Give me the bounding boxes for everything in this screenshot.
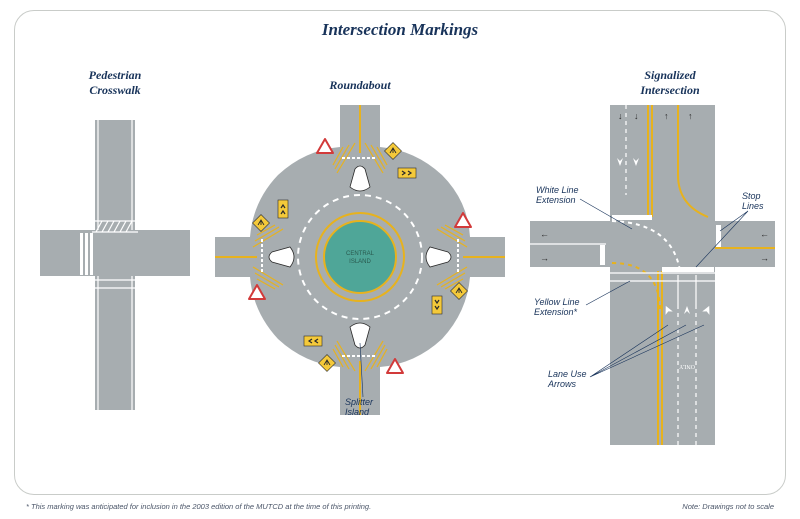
crosswalk-diagram <box>40 120 190 410</box>
chevron-sign-icon <box>304 336 322 346</box>
footnote-left: * This marking was anticipated for inclu… <box>26 502 371 511</box>
svg-text:→: → <box>540 253 549 263</box>
central-island-label-2: ISLAND <box>349 259 371 265</box>
stop-line-n <box>612 215 652 220</box>
roundabout-diagram: CENTRAL ISLAND Splitter Island <box>215 105 505 445</box>
central-island <box>324 221 396 293</box>
footnote-right: Note: Drawings not to scale <box>682 502 774 511</box>
page: Intersection Markings Pedestrian Crosswa… <box>0 0 800 519</box>
subtitle-signalized: Signalized Intersection <box>600 68 740 98</box>
svg-text:→: → <box>760 253 769 263</box>
svg-text:←: ← <box>540 229 549 239</box>
yield-sign-icon <box>317 139 333 153</box>
svg-text:↓: ↓ <box>618 111 623 121</box>
subtitle-roundabout: Roundabout <box>280 78 440 93</box>
label-yellow-ext-1: Yellow Line <box>534 297 580 307</box>
chevron-sign-icon <box>278 200 288 218</box>
central-island-label-1: CENTRAL <box>346 251 375 257</box>
label-lane-arrows-2: Arrows <box>547 379 577 389</box>
svg-text:←: ← <box>760 229 769 239</box>
stop-line-w <box>600 245 605 265</box>
svg-text:ONLY: ONLY <box>678 363 695 369</box>
svg-text:↑: ↑ <box>688 111 693 121</box>
splitter-label-1: Splitter <box>345 397 374 407</box>
signalized-diagram: ONLY ↓ ↓ ↑ ↑ ← → ← → White Line Extension St… <box>530 105 780 445</box>
label-yellow-ext-2: Extension* <box>534 307 578 317</box>
zebra-crosswalk <box>80 233 93 275</box>
stop-line-s <box>662 267 714 272</box>
label-lane-arrows-1: Lane Use <box>548 369 587 379</box>
stop-line-e <box>716 225 721 247</box>
chevron-sign-icon <box>432 296 442 314</box>
chevron-sign-icon <box>398 168 416 178</box>
splitter-label-2: Island <box>345 407 370 417</box>
page-title: Intersection Markings <box>0 20 800 40</box>
subtitle-crosswalk: Pedestrian Crosswalk <box>50 68 180 98</box>
label-white-ext-2: Extension <box>536 195 576 205</box>
label-white-ext-1: White Line <box>536 185 579 195</box>
label-stop-2: Lines <box>742 201 764 211</box>
label-stop-1: Stop <box>742 191 761 201</box>
svg-text:↑: ↑ <box>664 111 669 121</box>
svg-text:↓: ↓ <box>634 111 639 121</box>
